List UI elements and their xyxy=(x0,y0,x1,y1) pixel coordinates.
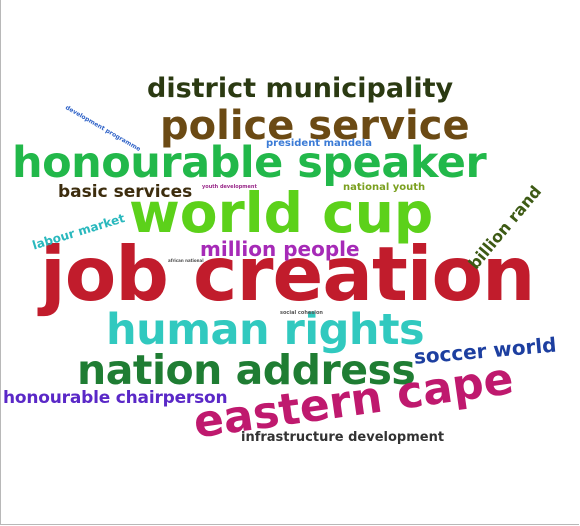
word-nation-address: nation address xyxy=(77,346,416,394)
word-job-creation: job creation xyxy=(40,230,535,318)
word-social-cohesion: social cohesion xyxy=(280,310,323,316)
word-human-rights: human rights xyxy=(106,305,425,355)
word-world-cup: world cup xyxy=(129,181,434,245)
word-infrastructure-development: infrastructure development xyxy=(241,430,445,445)
word-president-mandela: president mandela xyxy=(266,138,372,149)
word-soccer-world: soccer world xyxy=(412,332,558,369)
word-police-service: police service xyxy=(160,103,470,149)
word-million-people: million people xyxy=(200,237,360,261)
word-youth-development: youth development xyxy=(202,184,257,190)
word-national-youth: national youth xyxy=(343,182,426,193)
word-honourable-chairperson: honourable chairperson xyxy=(3,388,228,408)
word-african-national: african national xyxy=(168,258,204,263)
word-honourable-speaker: honourable speaker xyxy=(12,138,487,188)
word-basic-services: basic services xyxy=(58,182,193,202)
word-district-municipality: district municipality xyxy=(147,73,454,104)
